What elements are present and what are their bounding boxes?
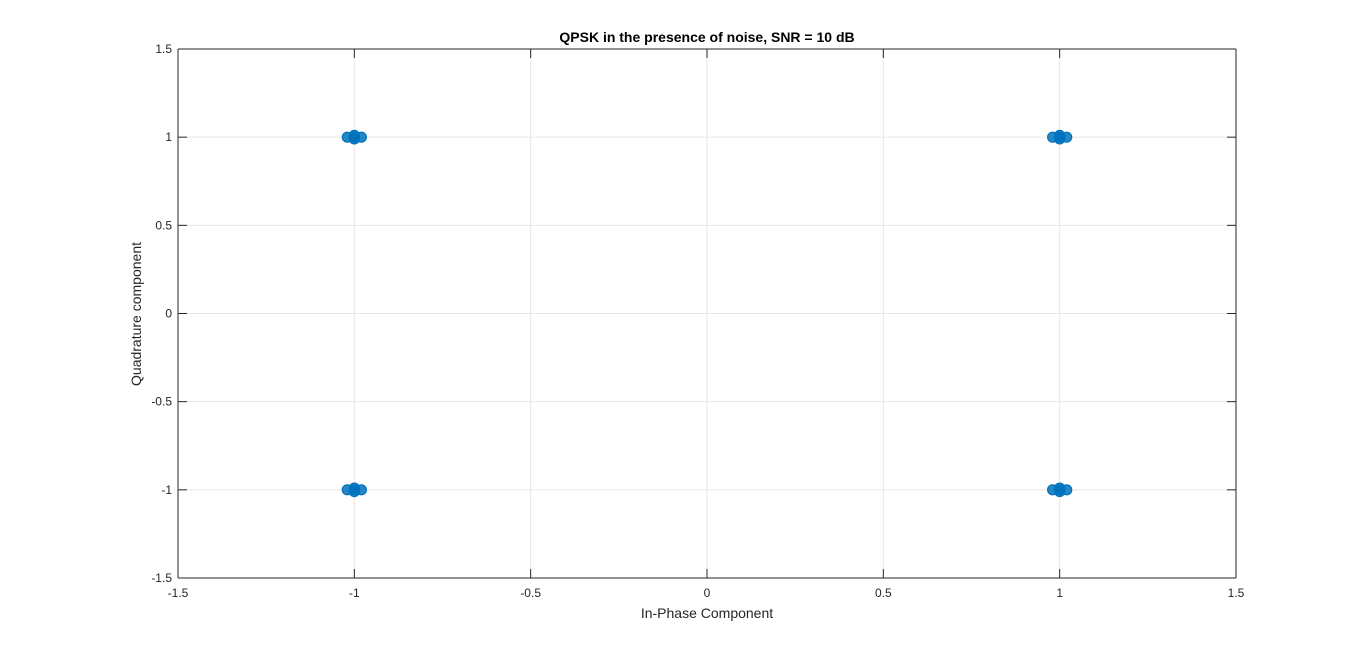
data-point (1054, 133, 1066, 145)
data-point (1054, 485, 1066, 498)
y-tick-label: 0.5 (155, 218, 172, 232)
y-tick-label: -1 (161, 483, 172, 497)
x-tick-label: -0.5 (520, 586, 541, 600)
y-tick-label: 0 (165, 307, 172, 321)
y-tick-label: -0.5 (151, 395, 172, 409)
x-tick-label: 0.5 (875, 586, 892, 600)
data-point (348, 485, 360, 498)
data-point (348, 133, 360, 145)
x-tick-label: -1 (349, 586, 360, 600)
y-tick-label: -1.5 (151, 571, 172, 585)
y-axis-label: Quadrature component (128, 242, 144, 386)
x-tick-label: 1 (1056, 586, 1063, 600)
data-points (341, 129, 1073, 498)
y-tick-label: 1.5 (155, 42, 172, 56)
x-axis-label: In-Phase Component (641, 605, 773, 621)
y-tick-label: 1 (165, 130, 172, 144)
x-tick-label: 1.5 (1228, 586, 1245, 600)
x-tick-label: -1.5 (168, 586, 189, 600)
axes (177, 48, 1237, 579)
chart-title: QPSK in the presence of noise, SNR = 10 … (559, 29, 854, 45)
x-tick-label: 0 (704, 586, 711, 600)
tick-labels: -1.5 -1 -0.5 0 0.5 1 1.5 -1.5 -1 -0.5 0 0.5 1 1.5 (151, 42, 1244, 600)
